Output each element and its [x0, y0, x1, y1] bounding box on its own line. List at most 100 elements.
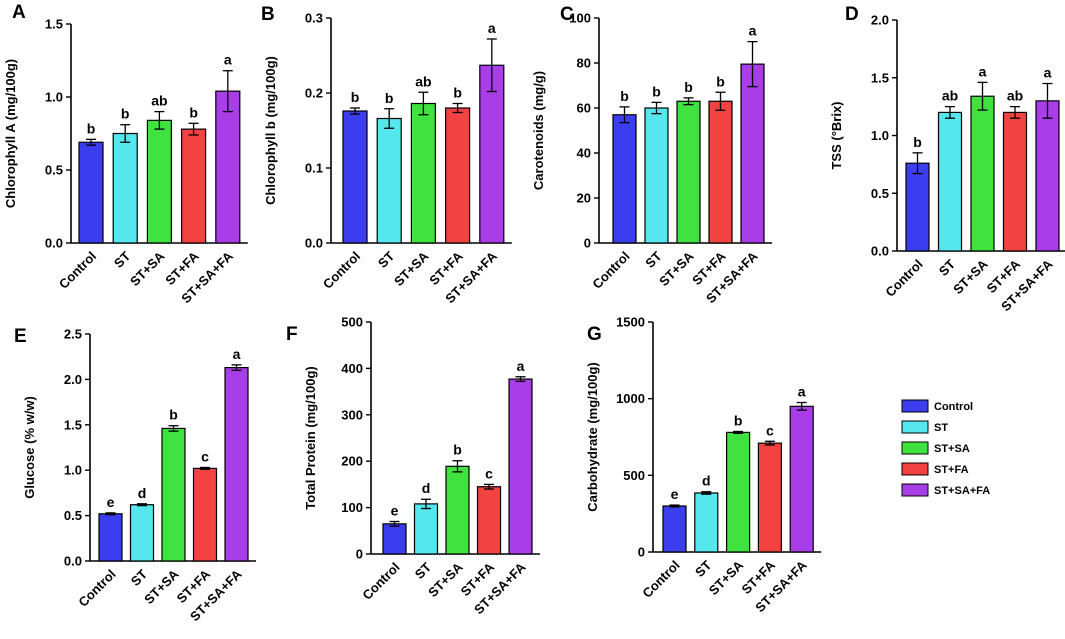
y-tick-label: 0	[356, 547, 363, 562]
category-label: ST+SA	[391, 248, 432, 289]
category-label: ST+SA	[950, 256, 991, 297]
bar-Control	[98, 513, 123, 562]
category-label: ST+SA	[425, 559, 466, 600]
y-tick-label: 400	[341, 361, 363, 376]
bar-ST+SA+FA	[508, 378, 533, 555]
legend-label: ST+FA	[934, 464, 969, 476]
significance-letter: b	[189, 104, 198, 120]
significance-letter: e	[671, 486, 679, 502]
y-tick-label: 200	[341, 454, 363, 469]
y-tick-label: 0.2	[305, 86, 323, 101]
y-tick-label: 1.5	[64, 417, 82, 432]
significance-letter: b	[684, 79, 693, 95]
bar-ST+FA	[1002, 111, 1028, 252]
legend-swatch-ST	[901, 420, 929, 434]
bar-ST+SA+FA	[224, 366, 249, 562]
bar-Control	[905, 162, 930, 252]
significance-letter: a	[1044, 65, 1052, 81]
significance-letter: b	[453, 85, 462, 101]
category-label: ST	[412, 559, 434, 581]
bar-ST+FA	[708, 100, 733, 244]
chart-panel-D: D 0.0 0.5 1.0 1.5 2.0 TSS (°Brix) b Control ab ST a…	[829, 4, 1065, 314]
category-label: Control	[639, 558, 682, 601]
legend: Control ST ST+SA ST+FA ST+SA+FA	[901, 399, 990, 497]
bar-Control	[342, 110, 368, 244]
significance-letter: c	[201, 448, 209, 464]
bar-ST+SA	[410, 102, 436, 244]
category-label: ST	[111, 248, 133, 270]
significance-letter: e	[391, 503, 399, 519]
significance-letter: b	[734, 412, 743, 428]
category-label: ST	[128, 566, 150, 588]
bar-ST+SA+FA	[1035, 100, 1060, 252]
significance-letter: a	[979, 63, 987, 79]
panel-label: F	[286, 324, 298, 345]
panel-label: G	[587, 324, 602, 345]
bar-ST+SA	[161, 427, 186, 562]
bar-Control	[382, 523, 407, 555]
y-tick-label: 2.5	[64, 327, 82, 342]
category-label: ST	[936, 256, 958, 278]
significance-letter: b	[620, 88, 629, 104]
bar-ST+SA+FA	[740, 63, 765, 244]
category-label: ST+SA	[656, 248, 697, 289]
bar-Control	[662, 505, 687, 553]
bar-ST+SA+FA	[789, 405, 814, 553]
bar-ST+SA	[970, 95, 995, 252]
y-tick-label: 0.0	[305, 236, 323, 251]
category-label: ST+SA	[141, 566, 182, 607]
category-label: ST	[692, 557, 714, 579]
significance-letter: d	[702, 473, 711, 489]
y-tick-label: 0.5	[871, 186, 889, 201]
bar-ST+SA	[445, 465, 470, 555]
bar-ST	[413, 503, 439, 555]
y-tick-label: 0.1	[305, 161, 323, 176]
chart-panel-E: E 0.0 0.5 1.0 1.5 2.0 2.5 Glucose (% w/w) e Contr…	[14, 326, 256, 624]
significance-letter: ab	[415, 73, 431, 89]
bar-ST	[644, 107, 669, 244]
significance-letter: d	[138, 485, 147, 501]
legend-label: ST+SA	[934, 443, 970, 455]
bar-ST+FA	[181, 128, 207, 244]
y-axis-label: Chlorophyll A (mg/100g)	[3, 59, 18, 208]
panel-label: D	[845, 4, 859, 25]
y-tick-label: 2.0	[64, 372, 82, 387]
significance-letter: b	[121, 106, 130, 122]
bar-ST+FA	[476, 486, 502, 555]
bar-ST+SA+FA	[215, 90, 241, 244]
y-axis-label: Glucose (% w/w)	[22, 396, 37, 499]
y-tick-label: 1000	[616, 391, 645, 406]
y-tick-label: 0.5	[45, 163, 63, 178]
significance-letter: a	[233, 346, 241, 362]
significance-letter: ab	[942, 88, 958, 104]
bar-ST+FA	[445, 107, 471, 244]
legend-label: ST+SA+FA	[934, 485, 990, 497]
category-label: ST+SA	[127, 248, 168, 289]
bar-ST+FA	[757, 442, 783, 553]
legend-label: ST	[934, 422, 948, 434]
y-tick-label: 1.0	[45, 90, 63, 105]
y-tick-label: 20	[577, 191, 591, 206]
significance-letter: a	[517, 358, 525, 374]
y-tick-label: 1.0	[64, 463, 82, 478]
category-label: Control	[56, 249, 99, 292]
y-tick-label: 500	[341, 315, 363, 330]
y-tick-label: 0.5	[64, 508, 82, 523]
chart-panel-F: F 0 100 200 300 400 500 Total Protein (mg/100g)…	[286, 315, 540, 617]
significance-letter: b	[351, 89, 360, 105]
significance-letter: b	[453, 442, 462, 458]
bar-ST+SA	[725, 431, 751, 553]
bar-ST	[937, 111, 963, 252]
significance-letter: b	[169, 407, 178, 423]
significance-letter: a	[798, 384, 806, 400]
significance-letter: a	[749, 23, 757, 39]
y-axis-label: Carotenoids (mg/g)	[531, 71, 546, 190]
category-label: Control	[75, 567, 118, 610]
chart-panel-A: A 0.0 0.5 1.0 1.5 Chlorophyll A (mg/100g) b Con…	[3, 2, 248, 306]
category-label: ST	[642, 248, 664, 270]
significance-letter: d	[422, 480, 431, 496]
y-tick-label: 1.5	[871, 70, 889, 85]
significance-letter: e	[107, 494, 115, 510]
chart-panel-B: B 0.0 0.1 0.2 0.3 Chlorophyll b (mg/100g) b Con…	[261, 4, 512, 306]
